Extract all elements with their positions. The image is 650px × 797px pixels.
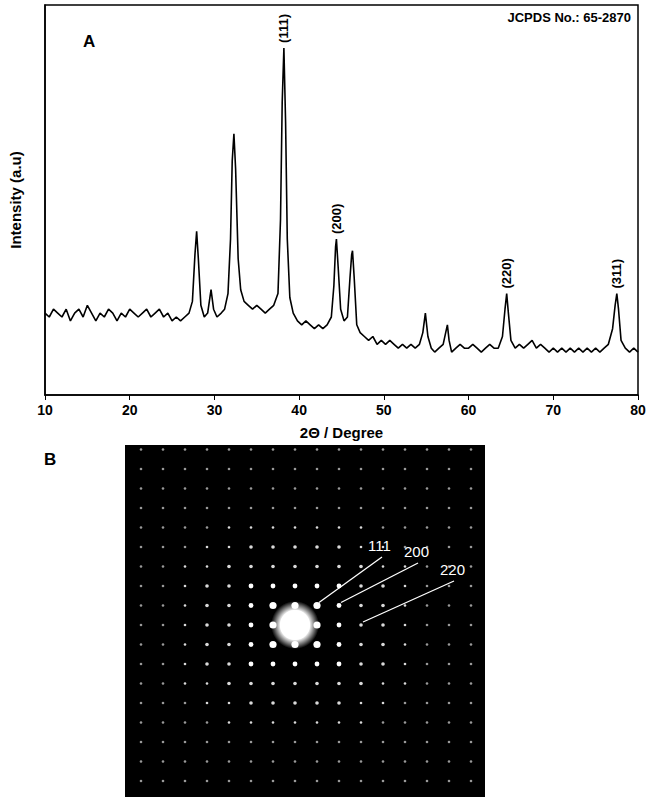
- svg-text:80: 80: [630, 402, 646, 418]
- svg-text:200: 200: [404, 543, 429, 560]
- svg-text:2Θ / Degree: 2Θ / Degree: [300, 424, 383, 441]
- svg-text:10: 10: [37, 402, 53, 418]
- svg-text:B: B: [44, 450, 56, 469]
- svg-text:(220): (220): [499, 258, 514, 288]
- svg-text:(200): (200): [329, 204, 344, 234]
- svg-text:60: 60: [461, 402, 477, 418]
- svg-text:70: 70: [545, 402, 561, 418]
- svg-text:30: 30: [207, 402, 223, 418]
- svg-text:Intensity (a.u): Intensity (a.u): [7, 151, 24, 249]
- svg-text:20: 20: [122, 402, 138, 418]
- svg-text:A: A: [83, 32, 95, 51]
- svg-text:JCPDS No.: 65-2870: JCPDS No.: 65-2870: [507, 10, 631, 25]
- svg-text:(111): (111): [276, 14, 291, 43]
- svg-text:50: 50: [376, 402, 392, 418]
- svg-text:40: 40: [291, 402, 307, 418]
- svg-text:(311): (311): [609, 259, 624, 289]
- svg-text:220: 220: [440, 561, 465, 578]
- svg-text:111: 111: [368, 537, 391, 554]
